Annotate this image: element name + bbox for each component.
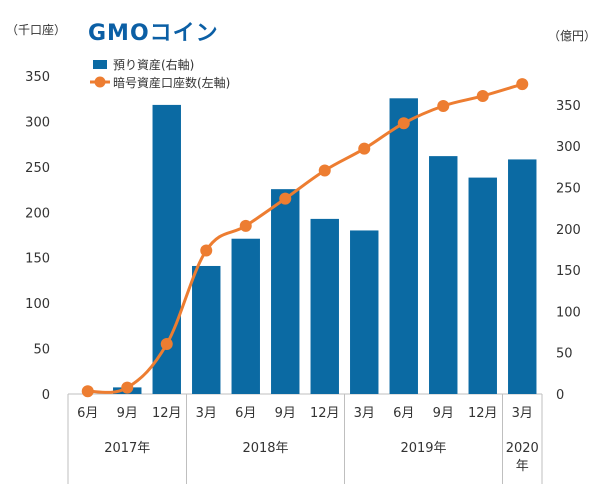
left-tick-label: 50 [33,343,50,358]
bar [508,159,537,394]
line-point [200,244,213,257]
left-axis-unit: （千口座） [6,22,66,37]
left-tick-label: 0 [42,388,50,403]
bar [271,189,300,394]
year-label: 2017年 [104,441,150,456]
line-point [279,192,292,205]
bar [429,156,458,394]
line-point [160,338,173,351]
x-tick-label: 3月 [354,406,375,421]
x-tick-label: 6月 [393,406,414,421]
logo: GMOコイン [88,21,219,46]
bar [468,177,497,394]
left-tick-label: 100 [25,297,50,312]
right-tick-label: 300 [556,140,581,155]
bar [389,98,418,394]
axes: 0 50 100 150 200 250 300 350 0 50 100 150 200 250 300 3… [25,70,581,403]
left-tick-label: 250 [25,161,50,176]
right-tick-label: 150 [556,264,581,279]
bar [310,218,339,394]
x-tick-label: 3月 [196,406,217,421]
year-label: 2018年 [242,441,288,456]
x-tick-label: 6月 [235,406,256,421]
year-label: 2020 [506,441,539,456]
bars [113,98,537,394]
legend-bar-swatch [93,60,107,69]
x-tick-label: 6月 [77,406,98,421]
legend-line-label: 暗号資産口座数(左軸) [113,75,230,90]
right-tick-label: 50 [556,347,573,362]
right-tick-label: 200 [556,223,581,238]
right-axis-unit: （億円） [548,29,596,43]
line-point [318,164,331,177]
bar [152,104,181,394]
left-tick-label: 150 [25,252,50,267]
line-point [516,78,529,91]
bar [231,238,260,394]
year-label: 2019年 [400,441,446,456]
x-tick-label: 12月 [468,406,498,421]
x-tick-label: 12月 [152,406,182,421]
legend: 預り資産(右軸) 暗号資産口座数(左軸) [90,57,230,90]
x-axis: 6月 9月 12月 3月 6月 9月 12月 3月 6月 9月 12月 3月 2017年 2018年 201… [67,394,543,484]
x-tick-label: 12月 [310,406,340,421]
legend-bar-label: 預り資産(右軸) [113,57,194,72]
x-tick-label: 9月 [117,406,138,421]
line-point [397,117,410,130]
right-tick-label: 250 [556,182,581,197]
line-point [437,99,450,112]
line-point [358,142,371,155]
line-series [81,78,529,398]
line-point [81,385,94,398]
left-tick-label: 300 [25,115,50,130]
left-tick-label: 350 [25,70,50,85]
legend-line-marker [94,76,106,88]
x-tick-label: 9月 [275,406,296,421]
right-tick-label: 350 [556,99,581,114]
x-tick-label: 3月 [512,406,533,421]
right-tick-label: 100 [556,305,581,320]
right-tick-label: 0 [556,388,564,403]
bar [350,230,379,394]
x-tick-label: 9月 [433,406,454,421]
bar [192,265,221,394]
left-tick-label: 200 [25,206,50,221]
line-point [239,219,252,232]
year-label: 年 [516,459,529,474]
line-point [121,381,134,394]
line-point [476,89,489,102]
